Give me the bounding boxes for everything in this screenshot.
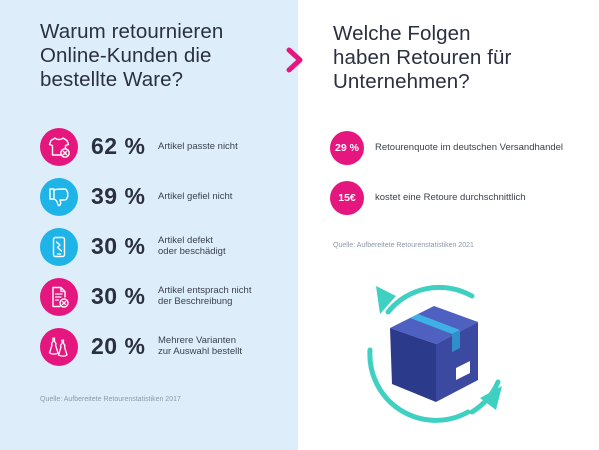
reason-icon-circle <box>40 128 78 166</box>
fact-text: Retourenquote im deutschen Versandhandel <box>375 142 564 153</box>
reason-description-line: Mehrere Varianten <box>158 335 236 346</box>
reason-item: 30 % Artikel defekt oder beschädigt <box>40 228 290 266</box>
reason-percent: 30 % <box>91 233 146 259</box>
reason-description-line: oder beschädigt <box>158 246 226 257</box>
reason-description-line: Artikel entsprach nicht <box>158 285 252 296</box>
left-heading-line: Online-Kunden die <box>40 44 212 67</box>
reason-percent: 20 % <box>91 333 146 359</box>
reason-icon-circle <box>40 328 78 366</box>
reason-description: Artikel defekt oder beschädigt <box>158 235 226 257</box>
reason-description-line: Artikel gefiel nicht <box>158 191 233 202</box>
reason-description-line: zur Auswahl bestellt <box>158 346 242 357</box>
thumbs-down-icon <box>49 188 69 207</box>
broken-phone-icon <box>52 236 66 258</box>
reason-icon-circle <box>40 228 78 266</box>
left-panel <box>0 0 298 450</box>
right-heading-line: haben Retouren für <box>333 46 512 69</box>
reason-description: Artikel passte nicht <box>158 141 238 152</box>
left-source-note: Quelle: Aufbereitete Retourenstatistiken… <box>40 396 181 403</box>
right-heading-line: Welche Folgen <box>333 22 471 45</box>
reason-description: Artikel gefiel nicht <box>158 191 232 202</box>
return-box-cycle-icon <box>367 284 502 423</box>
right-heading-line: Unternehmen? <box>333 70 470 93</box>
left-heading-line: bestellte Ware? <box>40 68 184 91</box>
reason-item: 30 % Artikel entsprach nicht der Beschre… <box>40 278 290 316</box>
chevron-right-icon <box>286 47 303 73</box>
dresses-icon <box>48 337 68 357</box>
reason-description: Mehrere Varianten zur Auswahl bestellt <box>158 335 242 357</box>
left-heading: Warum retournieren Online-Kunden die bes… <box>40 20 223 92</box>
fact-text: kostet eine Retoure durchschnittlich <box>375 192 526 203</box>
reason-item: 39 % Artikel gefiel nicht <box>40 178 290 216</box>
fact-badge: 29 % <box>330 131 364 165</box>
reason-description-line: der Beschreibung <box>158 296 233 307</box>
reason-description: Artikel entsprach nicht der Beschreibung <box>158 285 251 307</box>
shirt-x-icon <box>48 137 70 158</box>
right-heading: Welche Folgen haben Retouren für Unterne… <box>333 22 511 94</box>
left-heading-line: Warum retournieren <box>40 20 224 43</box>
reason-item: 62 % Artikel passte nicht <box>40 128 290 166</box>
document-x-icon <box>52 286 69 308</box>
reason-description-line: Artikel passte nicht <box>158 141 238 152</box>
reason-percent: 39 % <box>91 183 146 209</box>
reason-percent: 62 % <box>91 133 146 159</box>
reason-icon-circle <box>40 278 78 316</box>
reason-item: 20 % Mehrere Varianten zur Auswahl beste… <box>40 328 290 366</box>
reason-description-line: Artikel defekt <box>158 235 213 246</box>
reason-percent: 30 % <box>91 283 146 309</box>
right-source-note: Quelle: Aufbereitete Retourenstatistiken… <box>333 242 474 249</box>
reason-icon-circle <box>40 178 78 216</box>
fact-badge: 15€ <box>330 181 364 215</box>
